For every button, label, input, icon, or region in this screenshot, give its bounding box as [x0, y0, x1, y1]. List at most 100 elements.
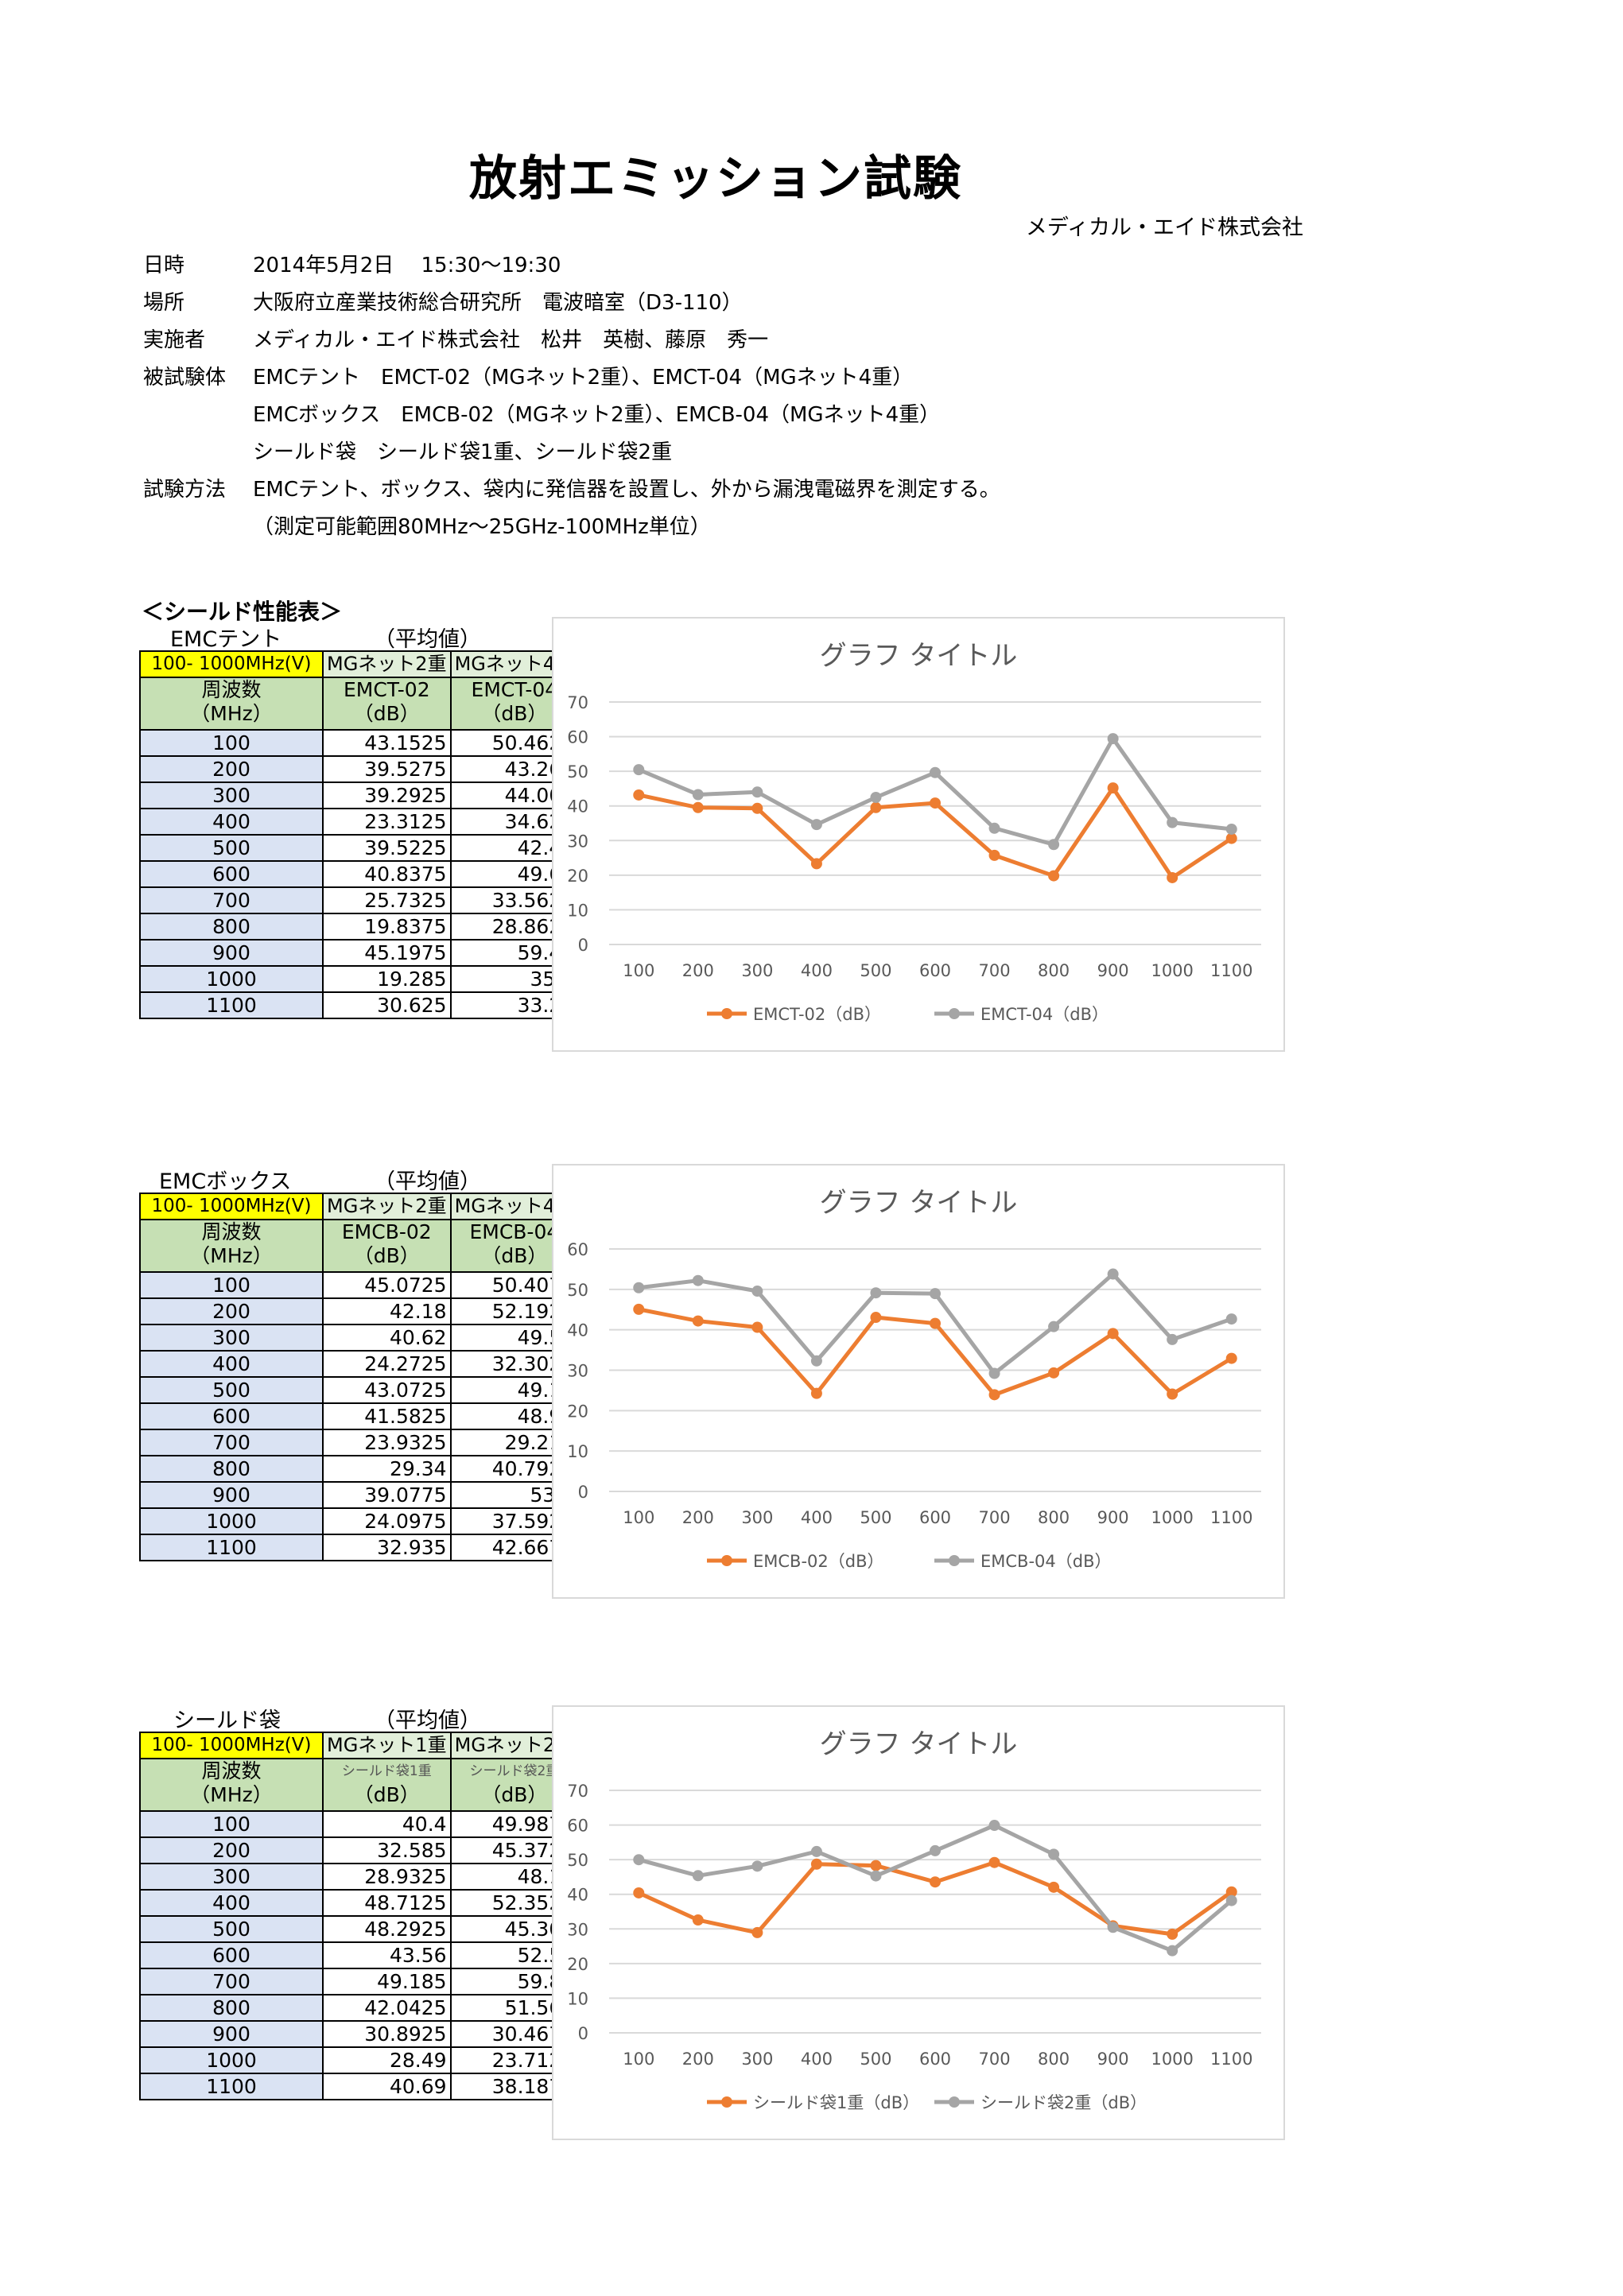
legend-swatch-marker — [721, 1555, 732, 1566]
data-point — [633, 1282, 645, 1293]
info-value: EMCテント EMCT-02（MGネット2重）、EMCT-04（MGネット4重） — [253, 366, 914, 390]
y-tick-label: 10 — [567, 1442, 588, 1461]
x-tick-label: 200 — [682, 2050, 714, 2069]
y-tick-label: 30 — [567, 1362, 588, 1381]
value-cell: 49.185 — [322, 1968, 452, 1995]
freq-cell: 700 — [139, 886, 324, 914]
legend-label: EMCT-04（dB） — [980, 1005, 1109, 1024]
data-point — [633, 764, 645, 776]
table-row: 800 19.8375 28.8625 — [139, 913, 580, 941]
chart-emc-tent: グラフ タイトル 0 10 20 30 40 50 60 70 100 200 300 400 500 60… — [552, 617, 1285, 1052]
info-value: 大阪府立産業技術総合研究所 電波暗室（D3-110） — [253, 291, 743, 315]
value-cell: 43.1525 — [322, 729, 452, 757]
table-row: 500 43.0725 49.14 — [139, 1376, 580, 1404]
freq-cell: 1000 — [139, 1507, 324, 1535]
data-point — [1167, 871, 1178, 883]
table-row: 1100 40.69 38.1875 — [139, 2073, 580, 2100]
info-value: （測定可能範囲80MHz～25GHz-100MHz単位） — [253, 515, 711, 539]
table-row: 500 48.2925 45.305 — [139, 1915, 580, 1943]
data-point — [692, 1274, 704, 1286]
info-row-dut-3: シールド袋 シールド袋1重、シールド袋2重 — [143, 436, 672, 465]
freq-header-cell: 周波数 （MHz） — [139, 677, 324, 731]
data-point — [870, 1870, 882, 1882]
x-tick-label: 400 — [801, 2050, 833, 2069]
data-point — [1048, 839, 1060, 851]
x-tick-label: 700 — [978, 1508, 1010, 1527]
table-row: 600 40.8375 49.63 — [139, 860, 580, 888]
data-point — [751, 1321, 763, 1333]
table-row: 700 25.7325 33.5625 — [139, 886, 580, 914]
legend-label: シールド袋1重（dB） — [753, 2093, 919, 2112]
freq-cell: 1000 — [139, 965, 324, 993]
x-tick-label: 200 — [682, 961, 714, 980]
value-cell: 28.49 — [322, 2046, 452, 2074]
data-point — [1167, 1333, 1178, 1345]
y-tick-label: 20 — [567, 1402, 588, 1421]
freq-cell: 400 — [139, 1350, 324, 1378]
value-cell: 40.8375 — [322, 860, 452, 888]
x-tick-label: 1000 — [1151, 961, 1193, 980]
y-tick-label: 70 — [567, 693, 588, 712]
value-cell: 52.3525 — [449, 1889, 580, 1917]
x-tick-label: 700 — [978, 961, 1010, 980]
data-table-emc-tent: 100- 1000MHz(V) MGネット2重 MGネット4重 周波数 （MHz）… — [139, 650, 580, 1019]
value-cell: 40.62 — [322, 1324, 452, 1352]
data-point — [1167, 816, 1178, 828]
table-row: 300 39.2925 44.005 — [139, 781, 580, 809]
value-cell: 23.9325 — [322, 1429, 452, 1456]
freq-cell: 500 — [139, 1376, 324, 1404]
col-name: EMCT-02 — [343, 678, 430, 701]
x-tick-label: 200 — [682, 1508, 714, 1527]
table-row: 200 32.585 45.3725 — [139, 1836, 580, 1864]
chart-emc-box: グラフ タイトル 0 10 20 30 40 50 60 100 200 300 400 500 600 7… — [552, 1164, 1285, 1599]
col-tag-cell: MGネット2重 — [322, 1193, 452, 1220]
table-row: 1100 32.935 42.6675 — [139, 1534, 580, 1561]
data-point — [1107, 733, 1119, 745]
info-label: 場所 — [143, 291, 185, 315]
data-point — [1107, 782, 1119, 794]
data-point — [1048, 1321, 1060, 1332]
col-tag-cell: MGネット2重 — [322, 650, 452, 678]
data-point — [692, 1315, 704, 1327]
legend-swatch-marker — [949, 1555, 960, 1566]
info-value: 2014年5月2日 15:30～19:30 — [253, 254, 561, 277]
table-row: 400 24.2725 32.3025 — [139, 1350, 580, 1378]
x-tick-label: 1000 — [1151, 1508, 1193, 1527]
table-title: EMCテント — [170, 627, 282, 652]
data-point — [988, 1856, 1000, 1868]
legend-swatch-marker — [949, 2096, 960, 2108]
value-cell: 30.8925 — [322, 2020, 452, 2048]
freq-cell: 300 — [139, 1863, 324, 1891]
freq-cell: 100 — [139, 1271, 324, 1299]
table-row: 100 45.0725 50.4075 — [139, 1271, 580, 1299]
info-row-dut-2: EMCボックス EMCB-02（MGネット2重）、EMCB-04（MGネット4重… — [143, 398, 940, 428]
data-point — [1225, 1313, 1237, 1325]
data-point — [870, 1860, 882, 1871]
legend-label: シールド袋2重（dB） — [980, 2093, 1147, 2112]
data-point — [1225, 832, 1237, 844]
value-cell: 32.585 — [322, 1836, 452, 1864]
table-row: 200 39.5275 43.265 — [139, 755, 580, 783]
y-tick-label: 20 — [567, 1955, 588, 1974]
freq-label: 周波数 — [201, 1759, 262, 1782]
data-point — [1048, 870, 1060, 882]
freq-cell: 600 — [139, 1402, 324, 1430]
col-name: EMCB-04 — [469, 1220, 560, 1243]
data-point — [692, 801, 704, 813]
x-tick-label: 1100 — [1210, 2050, 1252, 2069]
value-cell: 48.7125 — [322, 1889, 452, 1917]
table-row: 600 41.5825 48.95 — [139, 1402, 580, 1430]
info-value: EMCボックス EMCB-02（MGネット2重）、EMCB-04（MGネット4重… — [253, 403, 941, 427]
data-point — [1107, 1328, 1119, 1340]
y-tick-label: 0 — [578, 936, 588, 955]
table-row: 800 42.0425 51.565 — [139, 1994, 580, 2022]
freq-label: 周波数 — [201, 1220, 262, 1243]
table-row: 900 45.1975 59.42 — [139, 939, 580, 967]
freq-cell: 1100 — [139, 1534, 324, 1561]
col-unit: （dB） — [481, 1244, 548, 1267]
freq-cell: 400 — [139, 1889, 324, 1917]
data-point — [810, 1387, 822, 1399]
col-unit: （dB） — [481, 1783, 548, 1806]
info-row-location: 場所 大阪府立産業技術総合研究所 電波暗室（D3-110） — [143, 286, 743, 316]
info-row-datetime: 日時 2014年5月2日 15:30～19:30 — [143, 249, 561, 278]
